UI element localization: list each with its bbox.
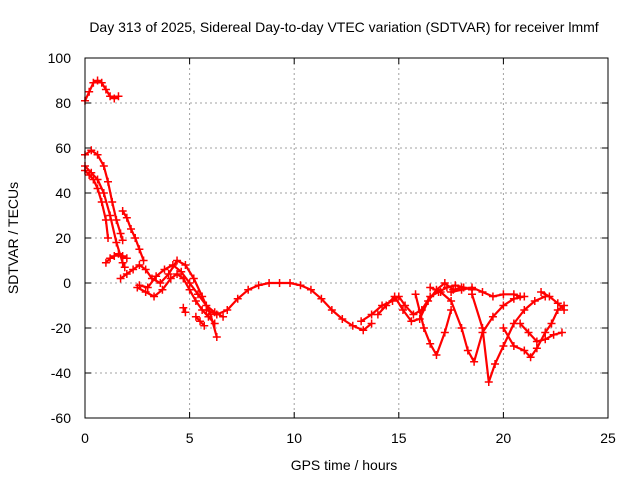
series-markers — [133, 270, 219, 328]
series-markers — [116, 256, 221, 341]
series-markers — [537, 288, 569, 314]
series-markers — [202, 279, 376, 335]
y-tick-label: -20 — [51, 320, 71, 336]
series-markers — [516, 319, 566, 346]
x-tick-label: 20 — [496, 430, 512, 446]
x-tick-label: 0 — [81, 430, 89, 446]
x-tick-label: 25 — [600, 430, 616, 446]
x-tick-label: 15 — [391, 430, 407, 446]
y-axis-label: SDTVAR / TECUs — [5, 182, 21, 294]
series-sat-u — [537, 288, 569, 314]
series-markers — [179, 303, 190, 317]
series-markers — [118, 207, 148, 265]
series-sat-s — [499, 301, 569, 362]
x-tick-label: 5 — [186, 430, 194, 446]
series-sat-h — [133, 270, 219, 328]
y-tick-label: 80 — [55, 95, 71, 111]
series-layer — [81, 76, 569, 386]
y-tick-label: 0 — [63, 275, 71, 291]
series-markers — [499, 301, 569, 362]
chart-title: Day 313 of 2025, Sidereal Day-to-day VTE… — [89, 19, 598, 35]
y-tick-label: 40 — [55, 185, 71, 201]
series-markers — [468, 290, 550, 386]
y-tick-label: -60 — [51, 410, 71, 426]
grid — [85, 58, 608, 418]
series-markers — [447, 283, 525, 301]
y-tick-label: -40 — [51, 365, 71, 381]
series-markers — [101, 249, 131, 267]
series-sat-o — [411, 290, 456, 359]
series-sat-f — [118, 207, 148, 265]
series-line — [414, 293, 453, 357]
series-sat-k — [191, 312, 209, 330]
series-sat-q — [447, 283, 525, 301]
y-tick-label: 100 — [48, 50, 72, 66]
x-axis-label: GPS time / hours — [291, 457, 398, 473]
series-markers — [191, 312, 209, 330]
series-sat-t — [516, 319, 566, 346]
ticks: 0 5 10 15 20 25 -60 -40 -20 0 20 40 60 80 100 — [48, 50, 616, 446]
series-markers — [411, 290, 456, 359]
x-tick-label: 10 — [286, 430, 302, 446]
series-sat-e — [101, 249, 131, 267]
series-sat-l — [202, 279, 376, 335]
series-line — [83, 164, 126, 269]
y-tick-label: 60 — [55, 140, 71, 156]
series-sat-j — [179, 303, 190, 317]
series-markers — [135, 261, 228, 321]
series-sat-i — [135, 261, 228, 321]
y-tick-label: 20 — [55, 230, 71, 246]
series-sat-r — [468, 290, 550, 386]
series-line — [539, 290, 566, 312]
